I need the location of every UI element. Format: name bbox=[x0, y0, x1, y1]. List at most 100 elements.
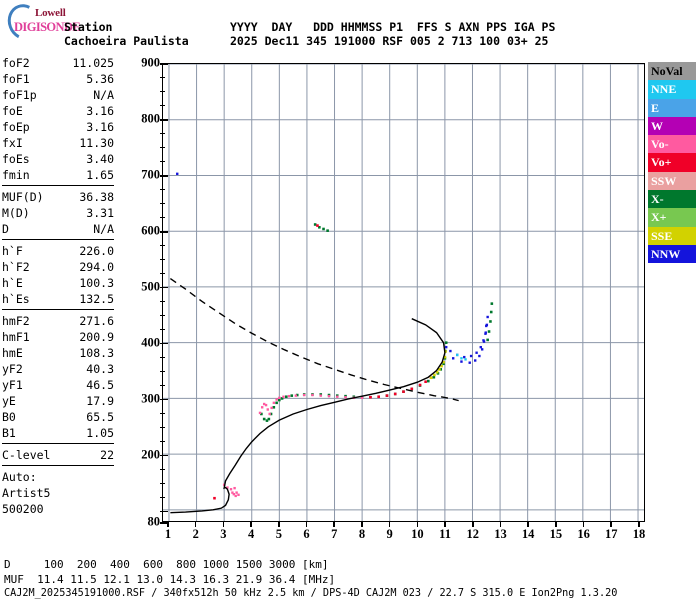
series-muf-dashed-curve bbox=[169, 277, 459, 402]
param-value: 3.16 bbox=[86, 120, 114, 134]
param-value: 5.36 bbox=[86, 72, 114, 86]
x-tick-label-1: 1 bbox=[164, 527, 172, 541]
legend-item-x[interactable]: X- bbox=[648, 190, 696, 209]
x-tick-15 bbox=[555, 521, 557, 527]
param-row-he: h`E 100.3 bbox=[2, 275, 114, 291]
param-row-fof1: foF1 5.36 bbox=[2, 71, 114, 87]
x-tick-17 bbox=[610, 521, 613, 527]
param-key: fmin bbox=[2, 168, 30, 182]
param-value: 11.30 bbox=[79, 136, 114, 150]
legend-item-ssw[interactable]: SSW bbox=[648, 171, 696, 191]
series-O-mode-trace-pink bbox=[222, 393, 372, 498]
x-tick-label-11: 11 bbox=[439, 527, 451, 541]
y-tick-minor bbox=[160, 356, 165, 359]
parameter-panel: foF2 11.025 foF1 5.36 foF1p N/A foE 3.16 foEp 3.1… bbox=[2, 55, 114, 517]
param-value: 108.3 bbox=[79, 346, 114, 360]
footer-distance-row: D 100 200 400 600 800 1000 1500 3000 [km… bbox=[4, 558, 329, 571]
y-tick-minor bbox=[160, 300, 165, 303]
y-tick-label-80: 80 bbox=[147, 514, 161, 529]
param-key: fxI bbox=[2, 136, 23, 150]
param-key: h`Es bbox=[2, 292, 30, 306]
param-key: M(D) bbox=[2, 206, 30, 220]
x-tick-label-3: 3 bbox=[220, 527, 227, 541]
y-tick-minor bbox=[160, 188, 165, 191]
logo-lowell-text: Lowell bbox=[35, 7, 66, 19]
legend-item-noval[interactable]: NoVal bbox=[648, 62, 696, 81]
x-tick-label-8: 8 bbox=[358, 527, 366, 541]
param-row-b0: B0 65.5 bbox=[2, 409, 114, 425]
legend-item-w[interactable]: W bbox=[648, 116, 696, 136]
param-row-hf: h`F 226.0 bbox=[2, 243, 114, 259]
param-value: 36.38 bbox=[79, 190, 114, 204]
param-value: 22 bbox=[100, 448, 114, 462]
param-row-fxi: fxI 11.30 bbox=[2, 135, 114, 151]
x-tick-9 bbox=[388, 521, 391, 527]
x-tick-label-9: 9 bbox=[386, 527, 393, 541]
param-row-fof1p: foF1p N/A bbox=[2, 87, 114, 103]
auto-line-2: 500200 bbox=[2, 502, 44, 516]
y-tick-label-800: 800 bbox=[141, 111, 160, 126]
y-tick-label-900: 900 bbox=[141, 55, 160, 70]
x-tick-label-6: 6 bbox=[303, 527, 310, 541]
param-divider bbox=[2, 465, 114, 466]
param-divider bbox=[2, 185, 114, 186]
param-key: foE bbox=[2, 104, 23, 118]
x-tick-5 bbox=[278, 521, 280, 527]
polarization-legend[interactable]: NoVal NNE E W Vo- Vo+ SSW X- X+ SSE NNW bbox=[648, 62, 696, 264]
x-tick-label-15: 15 bbox=[549, 527, 563, 541]
param-row-foep: foEp 3.16 bbox=[2, 119, 114, 135]
x-tick-2 bbox=[194, 521, 197, 527]
y-tick-minor bbox=[160, 426, 165, 429]
param-key: B0 bbox=[2, 410, 16, 424]
param-row-hf2: h`F2 294.0 bbox=[2, 259, 114, 275]
param-key: MUF(D) bbox=[2, 190, 44, 204]
param-value: 3.31 bbox=[86, 206, 114, 220]
y-tick-label-500: 500 bbox=[141, 279, 160, 294]
param-value: 294.0 bbox=[79, 260, 114, 274]
x-tick-16 bbox=[582, 521, 585, 527]
legend-item-vo[interactable]: Vo- bbox=[648, 135, 696, 154]
param-row-yf2: yF2 40.3 bbox=[2, 361, 114, 377]
y-tick-minor bbox=[160, 370, 165, 373]
param-row-clevel: C-level 22 bbox=[2, 447, 114, 463]
y-tick-minor bbox=[160, 104, 165, 107]
x-tick-label-16: 16 bbox=[577, 527, 590, 541]
param-row-hme: hmE 108.3 bbox=[2, 345, 114, 361]
param-row-b1: B1 1.05 bbox=[2, 425, 114, 441]
x-tick-label-14: 14 bbox=[521, 527, 535, 541]
legend-item-sse[interactable]: SSE bbox=[648, 226, 696, 245]
x-tick-11 bbox=[444, 521, 446, 527]
y-tick-label-200: 200 bbox=[141, 447, 160, 462]
legend-item-vo[interactable]: Vo+ bbox=[648, 153, 696, 172]
logo-digisonde-text: DIGISONDE bbox=[14, 20, 81, 34]
y-tick-minor bbox=[160, 272, 165, 275]
legend-item-nne[interactable]: NNE bbox=[648, 80, 696, 99]
param-value: 226.0 bbox=[79, 244, 114, 258]
x-tick-label-10: 10 bbox=[411, 527, 424, 541]
param-divider bbox=[2, 443, 114, 444]
param-row-foes: foEs 3.40 bbox=[2, 151, 114, 167]
x-tick-label-18: 18 bbox=[632, 527, 646, 541]
param-value: 11.025 bbox=[72, 56, 114, 70]
y-tick-minor bbox=[160, 202, 165, 205]
param-key: foF1p bbox=[2, 88, 37, 102]
legend-item-nnw[interactable]: NNW bbox=[648, 244, 696, 264]
y-tick-major-80 bbox=[160, 522, 168, 524]
digisonde-logo: Lowell DIGISONDE bbox=[2, 0, 102, 45]
param-value: N/A bbox=[93, 222, 114, 236]
ionogram-plot[interactable] bbox=[162, 63, 645, 522]
y-tick-major-300 bbox=[160, 398, 168, 401]
y-tick-minor bbox=[160, 468, 165, 471]
x-tick-label-2: 2 bbox=[192, 527, 199, 541]
y-tick-major-700 bbox=[160, 174, 168, 177]
param-value: 17.9 bbox=[86, 394, 114, 408]
param-key: hmF1 bbox=[2, 330, 30, 344]
y-tick-minor bbox=[160, 216, 165, 219]
x-tick-6 bbox=[305, 521, 308, 527]
legend-item-e[interactable]: E bbox=[648, 98, 696, 117]
param-value: 65.5 bbox=[86, 410, 114, 424]
y-tick-major-100 bbox=[160, 510, 168, 513]
y-tick-label-700: 700 bbox=[141, 167, 160, 182]
footer-file-info: CAJ2M_2025345191000.RSF / 340fx512h 50 k… bbox=[4, 588, 618, 599]
legend-item-x[interactable]: X+ bbox=[648, 208, 696, 227]
